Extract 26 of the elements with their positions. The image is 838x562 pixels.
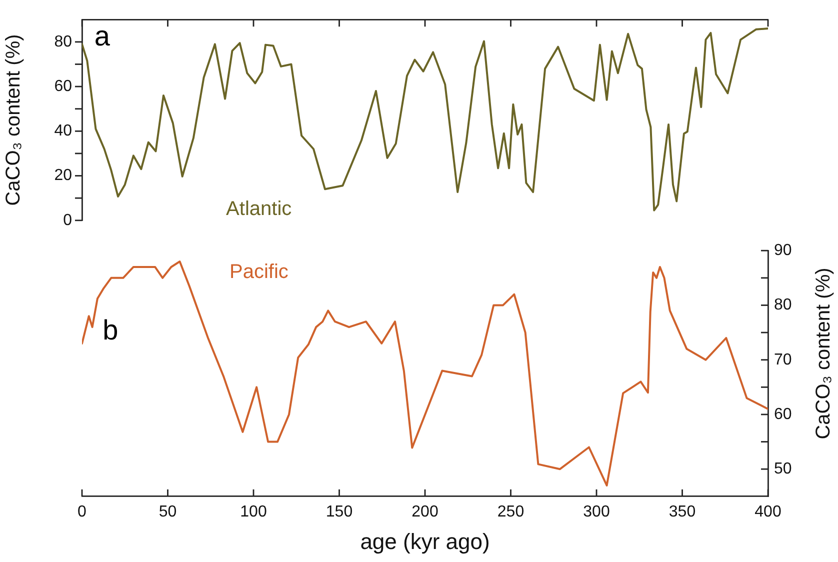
x-tick-label: 250 — [497, 503, 524, 520]
x-tick-label: 50 — [158, 503, 177, 520]
y-tick-label: 0 — [63, 212, 72, 229]
annotation: b — [102, 314, 118, 346]
y-tick-label: 60 — [54, 78, 72, 95]
x-tick-label: 150 — [326, 503, 353, 520]
x-tick-label: 200 — [412, 503, 438, 520]
y2-tick-label: 50 — [774, 460, 792, 478]
x-tick-label: 350 — [668, 503, 696, 520]
y2-tick-label: 90 — [774, 242, 792, 260]
y2-tick-label: 70 — [774, 351, 792, 368]
y2-axis-title: CaCO₃ content (%) — [812, 268, 835, 440]
x-tick-label: 300 — [583, 503, 610, 520]
x-axis-title: age (kyr ago) — [360, 528, 490, 554]
y-axis-title: CaCO₃ content (%) — [2, 34, 25, 206]
x-tick-label: 400 — [754, 503, 782, 520]
x-tick-label: 0 — [78, 503, 87, 520]
x-tick-label: 100 — [240, 503, 267, 520]
annotation: a — [94, 20, 110, 52]
series-label: Pacific — [229, 261, 288, 284]
y2-tick-label: 60 — [774, 406, 792, 423]
series-label: Atlantic — [226, 198, 292, 220]
y-tick-label: 80 — [54, 33, 72, 50]
y2-tick-label: 80 — [774, 296, 792, 314]
y-tick-label: 40 — [54, 122, 72, 140]
y-tick-label: 20 — [54, 167, 72, 184]
